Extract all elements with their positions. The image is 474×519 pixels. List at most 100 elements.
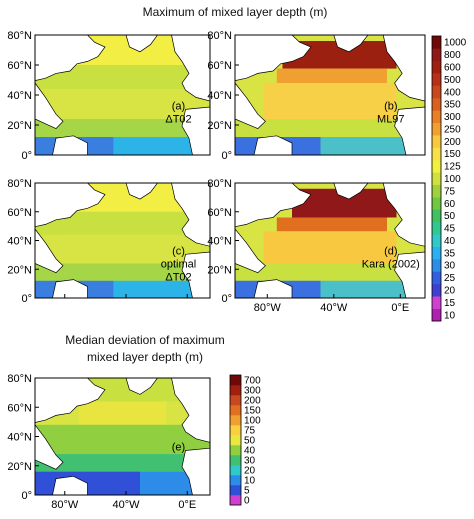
colorbar-segment [432,110,441,124]
landmass-africa [394,251,425,298]
colorbar-label: 800 [444,50,461,61]
colorbar-label: 5 [244,486,250,497]
lat-tick-label: 80°N [207,30,232,42]
colorbar-segment [432,234,441,247]
panel-label: Kara (2002) [362,258,420,270]
colorbar-segment [432,209,441,223]
colorbar-segment [432,197,441,210]
panel-label: (d) [384,245,397,257]
landmass-central-america [235,228,266,274]
landmass-north-america [235,183,312,228]
lat-tick-label: 40°N [7,236,32,248]
colorbar-segment [432,308,441,322]
colorbar-label: 30 [444,261,456,272]
field-zone [35,424,210,455]
colorbar-label: 50 [244,436,256,447]
landmass-south-america [52,135,88,155]
colorbar-label: 45 [444,224,456,235]
colorbar-segment [230,465,241,476]
map-field [35,378,210,495]
colorbar-label: 30 [244,456,256,467]
landmass-europe [382,183,425,247]
colorbar-label: 400 [444,87,461,98]
lat-tick-label: 20°N [7,264,32,276]
landmass-africa [181,106,210,155]
colorbar-segment [432,85,441,99]
field-zone [70,234,175,264]
colorbar-label: 20 [244,466,256,477]
colorbar-label: 1000 [444,38,467,49]
lat-tick-label: 0° [221,150,232,162]
colorbar-segment [230,425,241,436]
colorbar-label: 20 [444,286,456,297]
colorbar-segment [230,375,241,386]
colorbar-label: 75 [444,186,456,197]
landmass-central-america [35,228,64,274]
lat-tick-label: 80°N [7,373,32,385]
landmass-europe [171,35,210,102]
lat-tick-label: 80°N [7,178,32,190]
lat-tick-label: 60°N [207,60,232,72]
colorbar-segment [432,259,441,272]
colorbar-label: 35 [444,248,456,259]
field-zone [70,89,175,119]
lat-tick-label: 20°N [7,461,32,473]
colorbar-label: 300 [244,386,261,397]
lat-tick-label: 60°N [7,402,32,414]
field-zone [113,280,210,298]
lat-tick-label: 40°N [207,90,232,102]
landmass-europe [171,378,210,443]
field-zone [113,137,210,155]
lon-tick-label: 80°W [51,499,79,511]
landmass-north-america [35,378,106,423]
colorbar-segment [230,385,241,396]
field-zone [35,263,210,281]
colorbar-segment [432,172,441,185]
lat-tick-label: 0° [21,293,32,305]
landmass-europe [382,35,425,102]
colorbar-segment [432,296,441,309]
colorbar-label: 40 [444,236,456,247]
map-field [235,183,425,298]
field-zone [276,217,387,232]
colorbar-label: 600 [444,62,461,73]
colorbar-segment [432,221,441,235]
field-zone [263,83,397,119]
colorbar-label: 700 [244,376,261,387]
panel-label: (b) [384,100,397,112]
colorbar-label: 75 [244,426,256,437]
colorbar-segment [432,271,441,285]
field-zone [35,119,210,137]
colorbar-frame [229,374,242,506]
colorbar-segment [432,184,441,198]
colorbar-segment [230,455,241,466]
landmass-north-america [35,35,106,81]
colorbar-label: 200 [244,396,261,407]
colorbar-segment [432,60,441,74]
panel-label: ΔT02 [165,271,191,283]
map-field [35,183,210,298]
panel-label: optimal [161,258,196,270]
landmass-north-america [35,183,106,228]
colorbar-label: 50 [444,211,456,222]
panel-e: 0° 20°N 40°N 60°N 80°N 80°W 40°W 0°E (e) [7,373,211,511]
colorbar-segment [432,246,441,260]
colorbar-segment [432,36,441,49]
colorbar-label: 10 [244,476,256,487]
lon-tick-label: 0°E [178,499,196,511]
colorbar-segment [432,283,441,297]
colorbar-segment [230,495,241,506]
panel-label: (a) [172,100,185,112]
colorbar-segment [230,435,241,446]
colorbar-label: 350 [444,100,461,111]
landmass-south-america [52,475,88,495]
lat-tick-label: 80°N [7,30,32,42]
bottom-title-line1: Median deviation of maximum [65,333,225,347]
colorbar-frame [431,35,442,322]
lon-tick-label: 0°E [391,302,409,314]
colorbar-segment [432,97,441,111]
panel-label: (e) [172,442,185,454]
landmass-greenland [333,183,369,200]
